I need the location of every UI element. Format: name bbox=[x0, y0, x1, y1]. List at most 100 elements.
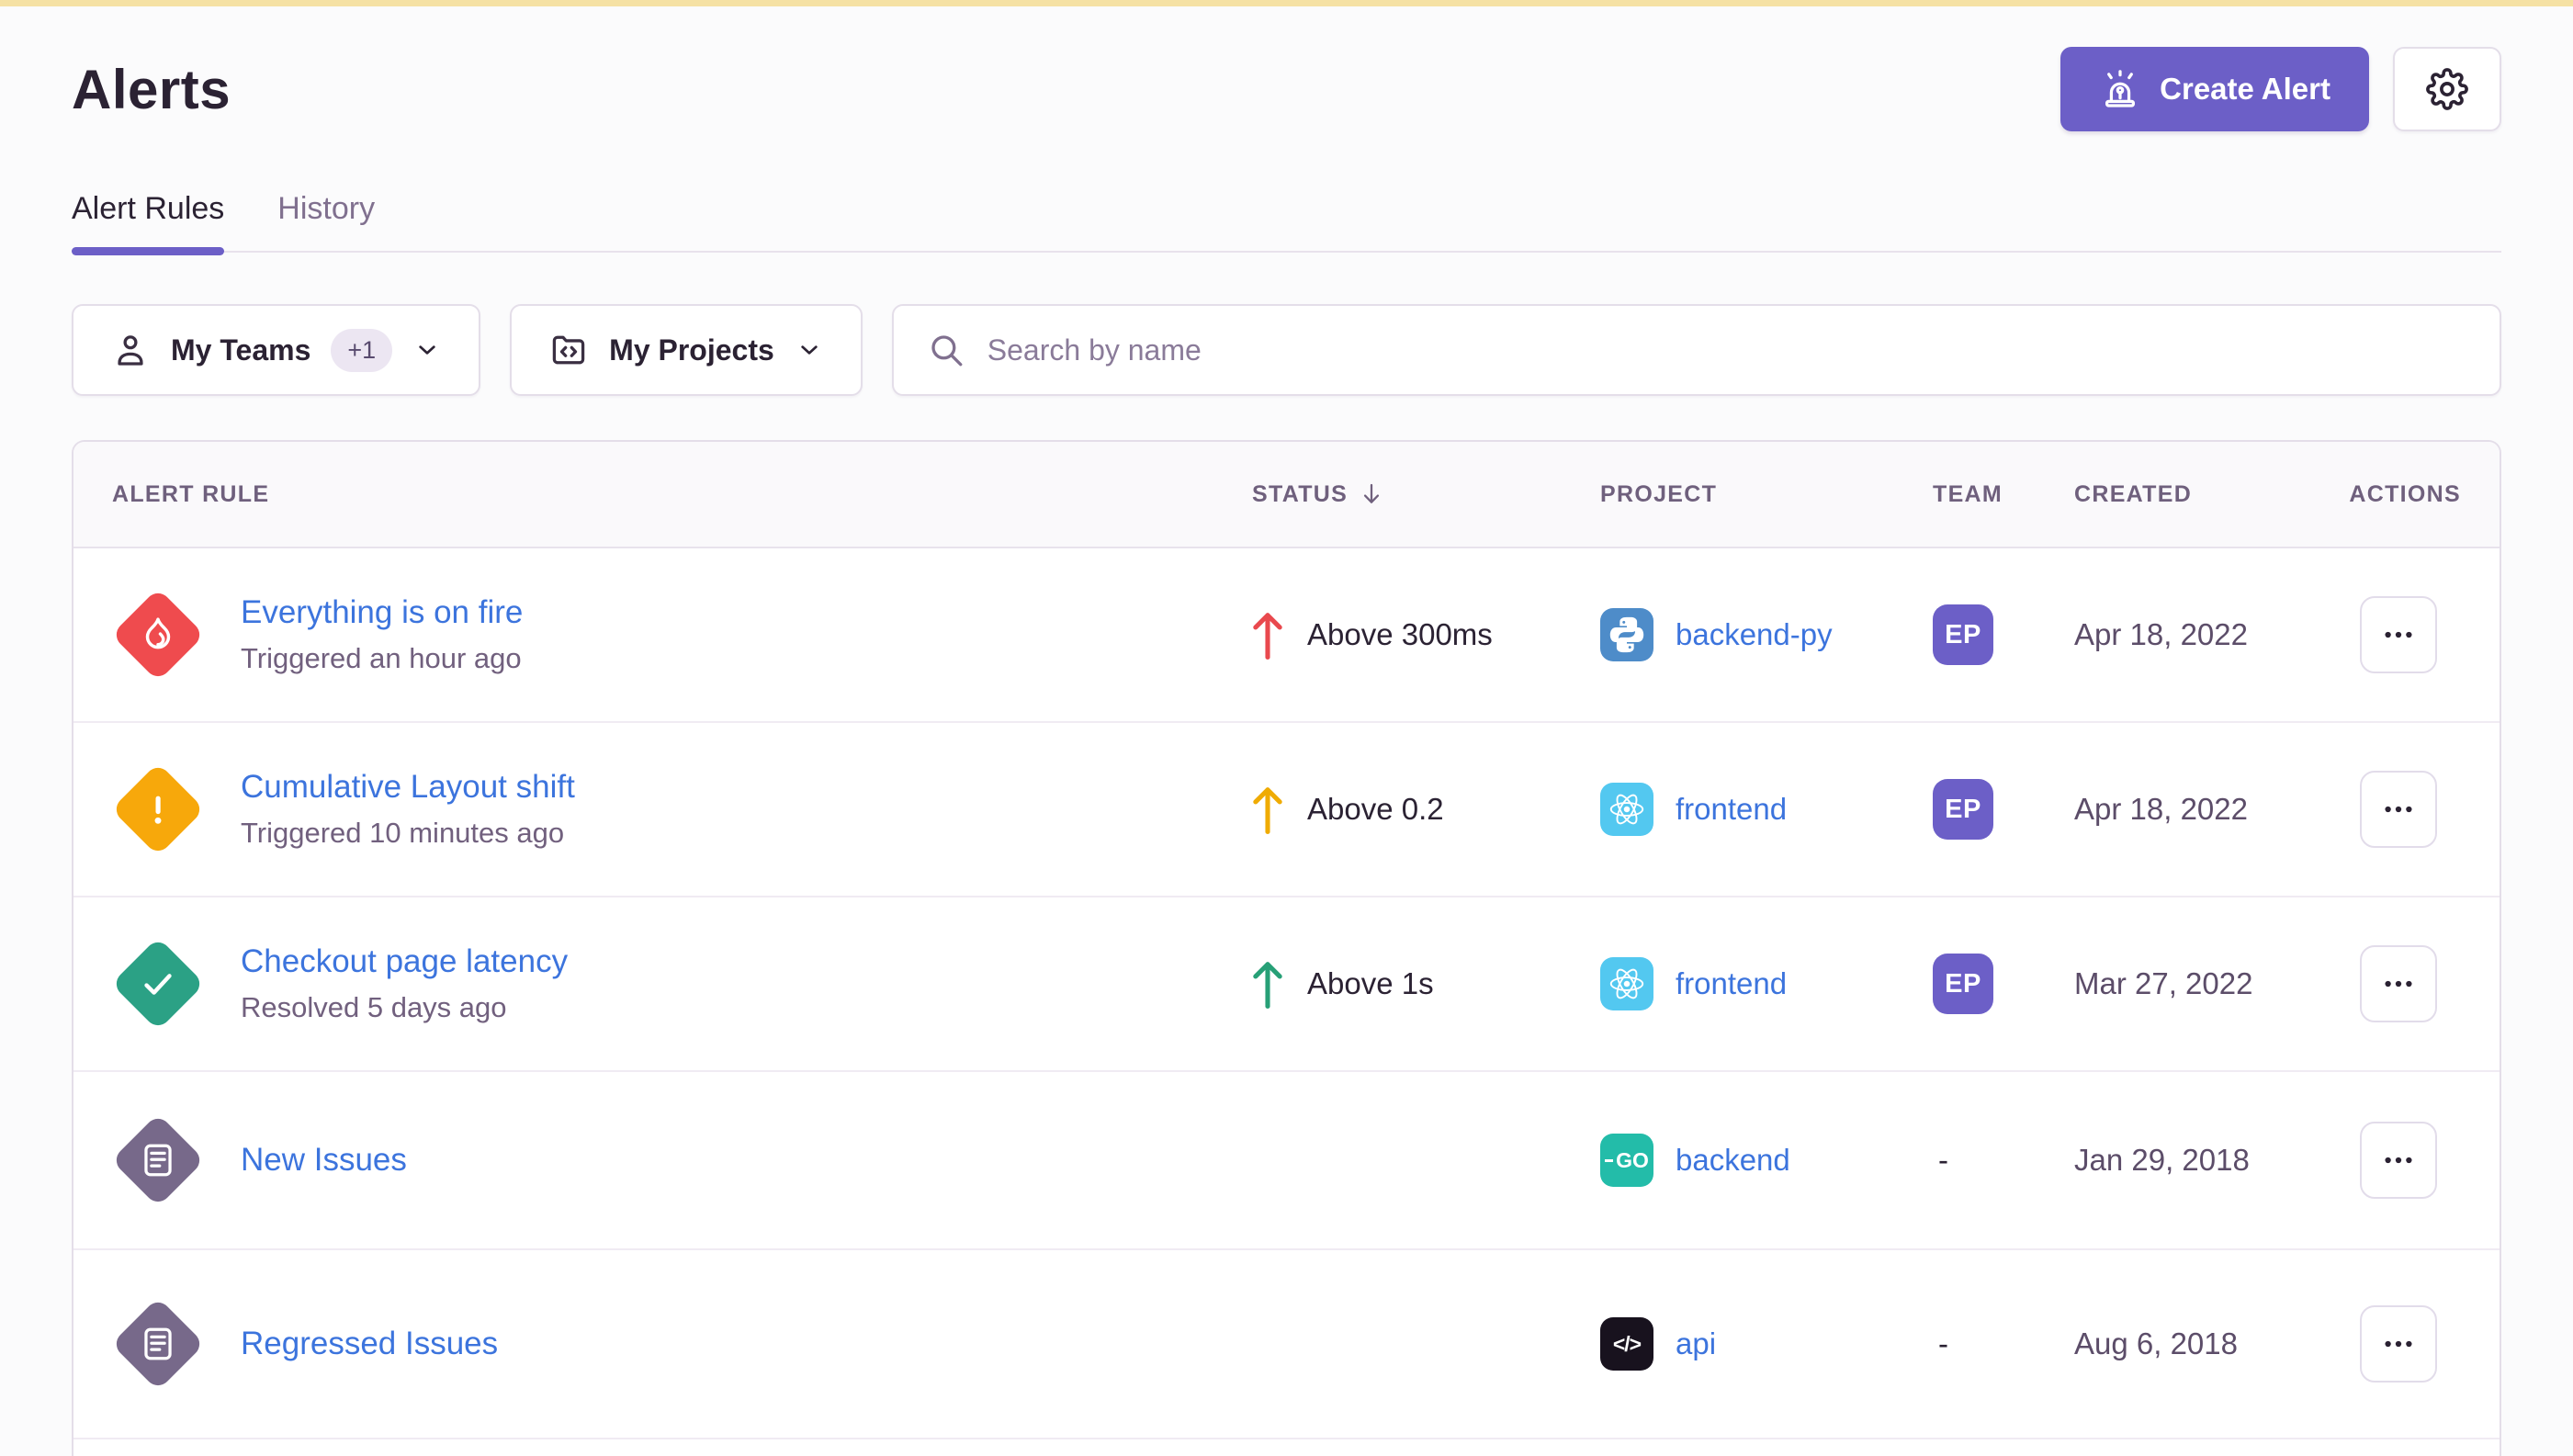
react-logo-icon bbox=[1606, 788, 1648, 830]
trigger-condition-cell: Above 300ms bbox=[1252, 609, 1600, 660]
tab-alert-rules[interactable]: Alert Rules bbox=[72, 190, 225, 255]
project-cell: backend-py bbox=[1600, 608, 1933, 661]
trigger-condition-text: Above 0.2 bbox=[1307, 792, 1444, 826]
ellipsis-icon bbox=[2379, 1141, 2418, 1179]
up-arrow-icon bbox=[1252, 958, 1283, 1010]
settings-button[interactable] bbox=[2393, 47, 2501, 131]
alert-rule-status-text: Resolved 5 days ago bbox=[241, 991, 507, 1023]
team-badge[interactable]: EP bbox=[1933, 604, 1993, 665]
severity-icon bbox=[137, 614, 179, 656]
siren-icon bbox=[2099, 68, 2141, 110]
severity-diamond bbox=[111, 1297, 205, 1391]
go-logo-icon: GO bbox=[1605, 1148, 1649, 1173]
col-actions: ACTIONS bbox=[2349, 480, 2461, 507]
no-team-dash: - bbox=[1938, 1143, 1948, 1177]
tab-bar: Alert Rules History bbox=[72, 190, 2501, 255]
severity-diamond bbox=[111, 588, 205, 682]
col-project: PROJECT bbox=[1600, 480, 1718, 507]
team-badge[interactable]: EP bbox=[1933, 779, 1993, 840]
team-cell: - bbox=[1933, 1326, 2074, 1361]
alert-rule-cell: Regressed Issues bbox=[73, 1297, 1252, 1391]
search-field bbox=[891, 304, 2501, 396]
team-cell: EP bbox=[1933, 604, 2074, 665]
severity-icon bbox=[137, 788, 179, 830]
project-cell: frontend bbox=[1600, 957, 1933, 1010]
actions-cell bbox=[2319, 771, 2500, 848]
col-status[interactable]: STATUS bbox=[1252, 480, 1600, 509]
platform-icon bbox=[1600, 608, 1653, 661]
team-badge[interactable]: EP bbox=[1933, 954, 1993, 1014]
platform-icon: </> bbox=[1600, 1317, 1653, 1371]
filter-bar: My Teams +1 My Projects bbox=[72, 304, 2501, 396]
alert-rule-link[interactable]: New Issues bbox=[241, 1142, 407, 1178]
created-date: Mar 27, 2022 bbox=[2074, 966, 2253, 1000]
python-logo-icon bbox=[1606, 614, 1648, 656]
alert-rule-link[interactable]: Regressed Issues bbox=[241, 1326, 499, 1361]
project-link[interactable]: frontend bbox=[1676, 966, 1788, 1000]
project-folder-icon bbox=[548, 330, 589, 370]
platform-icon bbox=[1600, 957, 1653, 1010]
project-link[interactable]: backend-py bbox=[1676, 617, 1833, 651]
table-header: ALERT RULE STATUS PROJECT TEAM CREATED A… bbox=[73, 442, 2500, 548]
col-alert-rule: ALERT RULE bbox=[112, 480, 270, 507]
col-status-label: STATUS bbox=[1252, 480, 1349, 507]
created-date: Apr 18, 2022 bbox=[2074, 617, 2248, 651]
actions-cell bbox=[2319, 1122, 2500, 1199]
project-link[interactable]: backend bbox=[1676, 1143, 1790, 1177]
team-cell: EP bbox=[1933, 954, 2074, 1014]
sort-desc-icon bbox=[1357, 480, 1386, 509]
ellipsis-icon bbox=[2379, 615, 2418, 654]
teams-filter-dropdown[interactable]: My Teams +1 bbox=[72, 304, 481, 396]
row-actions-button[interactable] bbox=[2360, 945, 2437, 1022]
row-actions-button[interactable] bbox=[2360, 771, 2437, 848]
row-actions-button[interactable] bbox=[2360, 1122, 2437, 1199]
project-cell: frontend bbox=[1600, 783, 1933, 836]
tab-history[interactable]: History bbox=[277, 191, 376, 226]
alert-rules-table: ALERT RULE STATUS PROJECT TEAM CREATED A… bbox=[72, 440, 2501, 1456]
create-alert-label: Create Alert bbox=[2160, 72, 2330, 106]
alert-rule-row: New Issues GO backend - Jan 29, 2018 bbox=[73, 1072, 2500, 1250]
alert-rule-status-text: Triggered 10 minutes ago bbox=[241, 817, 565, 849]
page-header: Alerts Create Alert bbox=[72, 47, 2501, 131]
trigger-condition-cell: Above 0.2 bbox=[1252, 784, 1600, 835]
search-input[interactable] bbox=[985, 306, 2466, 394]
up-arrow-icon bbox=[1252, 784, 1283, 835]
col-created: CREATED bbox=[2074, 480, 2193, 507]
trigger-condition-cell: Above 1s bbox=[1252, 958, 1600, 1010]
trigger-condition-text: Above 1s bbox=[1307, 966, 1434, 1000]
table-body: Everything is on fire Triggered an hour … bbox=[73, 548, 2500, 1439]
projects-filter-label: My Projects bbox=[609, 333, 774, 367]
chevron-down-icon bbox=[412, 335, 442, 365]
alert-rule-row: Regressed Issues </> api - Aug 6, 2018 bbox=[73, 1250, 2500, 1439]
severity-diamond bbox=[111, 762, 205, 856]
project-link[interactable]: api bbox=[1676, 1326, 1717, 1360]
projects-filter-dropdown[interactable]: My Projects bbox=[510, 304, 863, 396]
platform-icon bbox=[1600, 783, 1653, 836]
teams-extra-count-badge: +1 bbox=[331, 328, 393, 372]
severity-diamond bbox=[111, 1113, 205, 1207]
project-cell: </> api bbox=[1600, 1317, 1933, 1371]
row-actions-button[interactable] bbox=[2360, 596, 2437, 673]
col-team: TEAM bbox=[1933, 480, 2003, 507]
alert-rule-cell: New Issues bbox=[73, 1113, 1252, 1207]
alert-rule-row: Everything is on fire Triggered an hour … bbox=[73, 548, 2500, 723]
severity-icon bbox=[137, 1323, 179, 1365]
person-icon bbox=[110, 330, 151, 370]
severity-diamond bbox=[111, 937, 205, 1031]
alert-rule-status-text: Triggered an hour ago bbox=[241, 642, 522, 674]
chevron-down-icon bbox=[795, 335, 824, 365]
project-link[interactable]: frontend bbox=[1676, 792, 1788, 826]
alert-rule-cell: Everything is on fire Triggered an hour … bbox=[73, 588, 1252, 682]
up-arrow-icon bbox=[1252, 609, 1283, 660]
search-icon bbox=[927, 331, 965, 369]
alert-rule-link[interactable]: Checkout page latency bbox=[241, 943, 569, 979]
alert-rule-link[interactable]: Cumulative Layout shift bbox=[241, 769, 575, 805]
create-alert-button[interactable]: Create Alert bbox=[2060, 47, 2369, 131]
actions-cell bbox=[2319, 596, 2500, 673]
team-cell: - bbox=[1933, 1143, 2074, 1178]
severity-icon bbox=[137, 1139, 179, 1181]
alerts-page: Alerts Create Alert Alert Rules History … bbox=[0, 47, 2573, 1456]
gear-icon bbox=[2426, 68, 2468, 110]
alert-rule-link[interactable]: Everything is on fire bbox=[241, 594, 524, 630]
row-actions-button[interactable] bbox=[2360, 1305, 2437, 1383]
